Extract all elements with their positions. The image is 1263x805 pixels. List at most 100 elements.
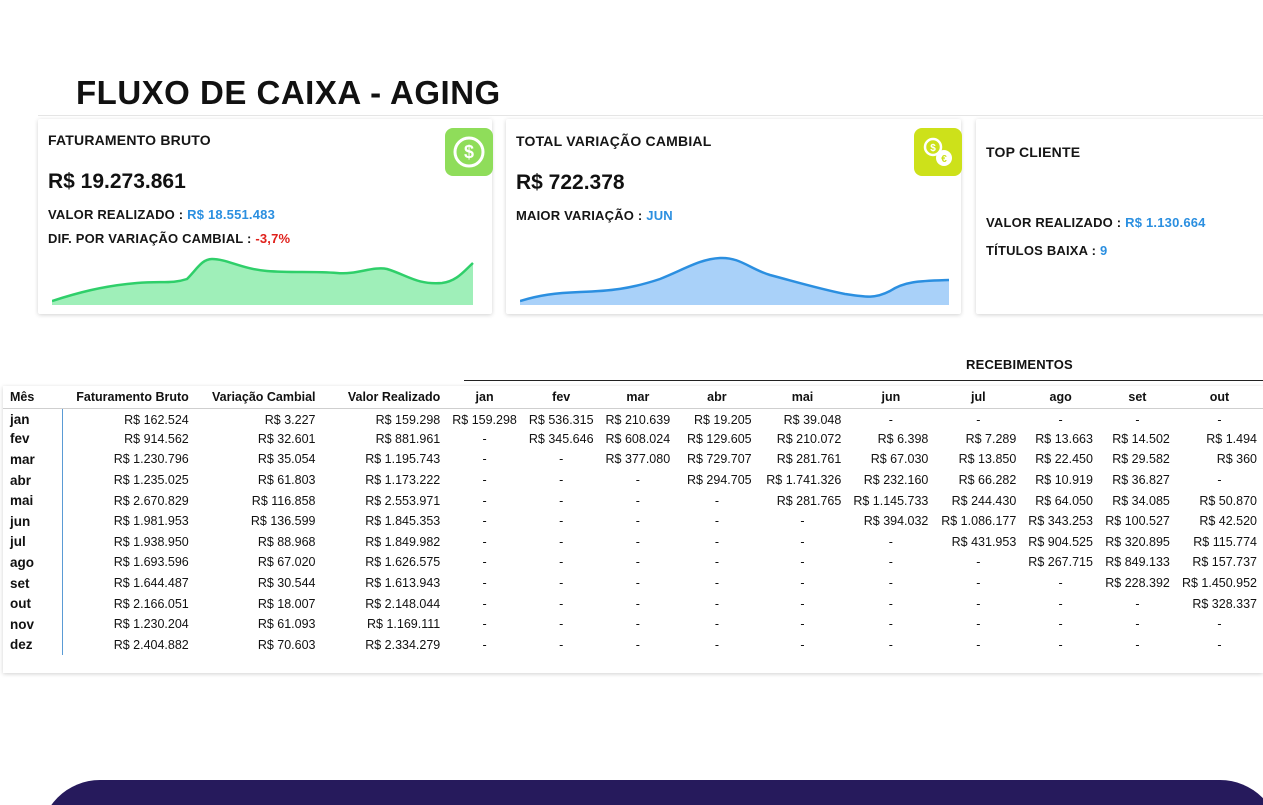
table-cell: R$ 35.054: [257, 452, 316, 467]
table-cell: R$ 729.707: [686, 452, 752, 467]
table-cell: -: [800, 596, 805, 611]
table-cell: -: [1217, 637, 1222, 652]
row-month-label: ago: [3, 552, 64, 573]
table-cell: R$ 281.765: [776, 493, 842, 508]
row-month-label: dez: [3, 634, 64, 656]
aging-table-container: Mês Faturamento Bruto Variação Cambial Valo…: [3, 386, 1263, 673]
column-header[interactable]: out: [1175, 386, 1263, 409]
table-cell: R$ 1.086.177: [941, 514, 1017, 529]
table-cell: R$ 394.032: [863, 514, 929, 529]
row-month-label: out: [3, 593, 64, 614]
table-cell: -: [976, 412, 981, 427]
column-header[interactable]: Variação Cambial: [194, 386, 322, 409]
table-cell: R$ 360: [1216, 452, 1257, 467]
table-cell: -: [714, 637, 719, 652]
column-header[interactable]: mai: [757, 386, 848, 409]
row-month-label: jul: [3, 531, 64, 553]
row-month-label: mar: [3, 449, 64, 470]
table-row: mar R$ 1.230.796 R$ 35.054 R$ 1.195.743 - - R$…: [3, 449, 1263, 470]
table-cell: -: [559, 637, 564, 652]
table-cell: -: [1058, 412, 1063, 427]
table-cell: -: [800, 617, 805, 632]
table-cell: R$ 88.968: [257, 534, 316, 549]
table-cell: R$ 2.334.279: [365, 637, 441, 652]
column-header[interactable]: Mês: [3, 386, 63, 409]
table-cell: -: [714, 534, 719, 549]
column-header[interactable]: Valor Realizado: [321, 386, 447, 409]
title-divider: [38, 115, 1263, 116]
top-cliente-realizado: VALOR REALIZADO : R$ 1.130.664: [986, 215, 1206, 230]
column-header[interactable]: set: [1098, 386, 1176, 409]
column-header[interactable]: jan: [446, 386, 523, 409]
table-cell: -: [888, 596, 893, 611]
column-header[interactable]: jun: [847, 386, 935, 409]
table-cell: R$ 294.705: [686, 473, 752, 488]
table-cell: R$ 608.024: [605, 431, 671, 446]
table-cell: R$ 1.644.487: [113, 576, 189, 591]
table-cell: R$ 1.230.796: [113, 452, 189, 467]
table-cell: R$ 1.613.943: [365, 576, 441, 591]
table-cell: R$ 6.398: [877, 431, 929, 446]
table-cell: -: [714, 493, 719, 508]
column-header[interactable]: ago: [1022, 386, 1099, 409]
table-cell: -: [714, 555, 719, 570]
table-cell: -: [976, 637, 981, 652]
dif-value: -3,7%: [255, 231, 291, 246]
table-cell: R$ 19.205: [693, 412, 752, 427]
column-header[interactable]: Faturamento Bruto: [62, 386, 195, 409]
table-cell: R$ 1.981.953: [113, 514, 189, 529]
table-cell: -: [482, 473, 487, 488]
table-cell: -: [714, 617, 719, 632]
dif-label: DIF. POR VARIAÇÃO CAMBIAL :: [48, 231, 256, 246]
table-cell: R$ 1.195.743: [365, 452, 441, 467]
table-cell: -: [482, 596, 487, 611]
titulos-label: TÍTULOS BAIXA :: [986, 243, 1100, 258]
column-header[interactable]: jul: [934, 386, 1023, 409]
svg-text:$: $: [930, 143, 936, 154]
table-cell: -: [800, 534, 805, 549]
top-cliente-titulos: TÍTULOS BAIXA : 9: [986, 243, 1107, 258]
table-cell: R$ 1.235.025: [113, 473, 189, 488]
row-month-label: set: [3, 572, 64, 594]
table-cell: -: [635, 473, 640, 488]
table-cell: R$ 377.080: [605, 452, 671, 467]
table-cell: -: [1058, 637, 1063, 652]
table-cell: R$ 1.169.111: [367, 617, 441, 632]
table-cell: R$ 1.145.733: [853, 493, 929, 508]
table-cell: R$ 210.072: [776, 431, 842, 446]
table-row: out R$ 2.166.051 R$ 18.007 R$ 2.148.044 - - - -…: [3, 593, 1263, 614]
column-header[interactable]: mar: [599, 386, 677, 409]
table-cell: R$ 159.298: [452, 412, 517, 427]
faturamento-value: R$ 19.273.861: [48, 170, 186, 193]
titulos-value: 9: [1099, 243, 1108, 258]
row-month-label: nov: [3, 613, 64, 635]
table-cell: -: [888, 576, 893, 591]
table-cell: R$ 904.525: [1028, 534, 1093, 549]
column-header[interactable]: fev: [522, 386, 600, 409]
variacao-value: R$ 722.378: [516, 171, 625, 194]
table-cell: R$ 67.020: [257, 555, 316, 570]
table-cell: R$ 1.450.952: [1181, 576, 1257, 591]
table-cell: -: [714, 596, 719, 611]
table-cell: -: [1217, 617, 1222, 632]
aging-table: Mês Faturamento Bruto Variação Cambial Valo…: [3, 386, 1263, 656]
table-row: fev R$ 914.562 R$ 32.601 R$ 881.961 - R$ 345.…: [3, 428, 1263, 450]
table-cell: R$ 29.582: [1112, 452, 1170, 467]
table-cell: -: [482, 514, 487, 529]
table-cell: R$ 39.048: [783, 412, 842, 427]
table-cell: R$ 1.494: [1206, 431, 1257, 446]
table-row: mai R$ 2.670.829 R$ 116.858 R$ 2.553.971 - - -…: [3, 490, 1263, 511]
table-cell: -: [976, 555, 981, 570]
variacao-cambial-card: TOTAL VARIAÇÃO CAMBIAL R$ 722.378 MAIOR …: [506, 119, 962, 314]
table-cell: R$ 881.961: [375, 431, 441, 446]
column-header[interactable]: abr: [676, 386, 758, 409]
table-cell: -: [559, 493, 564, 508]
table-header-row: Mês Faturamento Bruto Variação Cambial Valo…: [3, 386, 1263, 409]
table-cell: -: [1135, 596, 1140, 611]
row-month-label: jan: [3, 408, 64, 429]
table-cell: -: [976, 596, 981, 611]
table-cell: -: [888, 555, 893, 570]
table-cell: -: [635, 576, 640, 591]
table-cell: R$ 115.774: [1193, 534, 1257, 549]
table-cell: -: [559, 555, 564, 570]
